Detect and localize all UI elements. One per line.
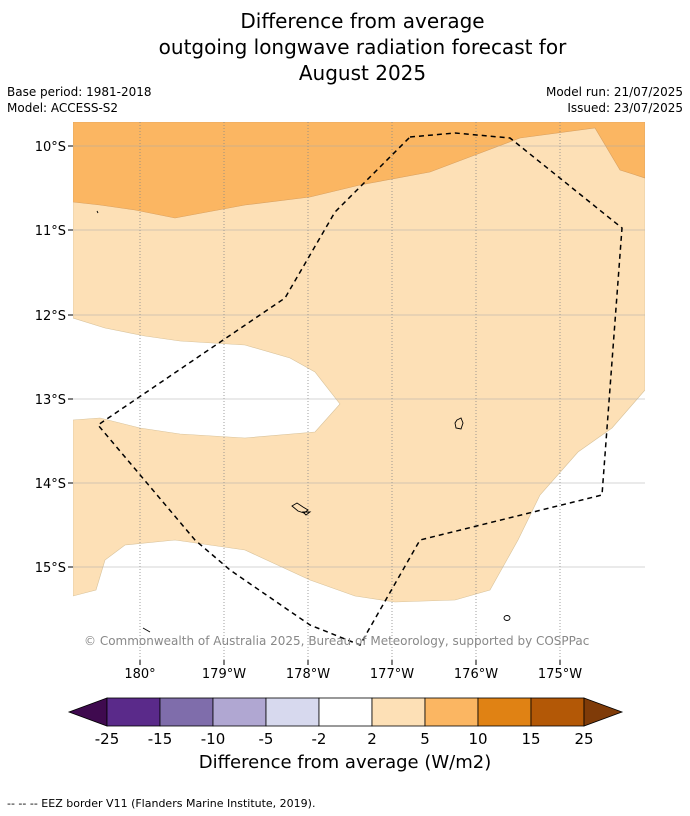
lat-label: 10°S bbox=[35, 140, 66, 155]
colorbar-swatch bbox=[212, 697, 267, 727]
lon-label: 175°W bbox=[538, 667, 582, 682]
contour-region-2-5 bbox=[73, 122, 645, 603]
island-wallis bbox=[454, 417, 464, 430]
lon-label: 176°W bbox=[454, 667, 498, 682]
island-futuna bbox=[291, 502, 309, 514]
lat-label: 11°S bbox=[35, 224, 66, 239]
colorbar-swatch bbox=[159, 697, 214, 727]
colorbar-extend-high bbox=[583, 697, 624, 727]
title-line-1: Difference from average bbox=[240, 9, 485, 33]
latitude-labels: 10°S 11°S 12°S 13°S 14°S 15°S bbox=[35, 140, 66, 576]
colorbar-tick-label: 2 bbox=[367, 730, 377, 748]
base-period: Base period: 1981-2018 bbox=[7, 85, 152, 99]
islands bbox=[96, 210, 511, 633]
model-name: Model: ACCESS-S2 bbox=[7, 101, 119, 115]
lon-label: 180° bbox=[124, 667, 155, 682]
meta-left: Base period: 1981-2018 Model: ACCESS-S2 bbox=[7, 84, 152, 116]
lat-label: 13°S bbox=[35, 393, 66, 408]
lat-label: 12°S bbox=[35, 309, 66, 324]
model-run: Model run: 21/07/2025 bbox=[545, 85, 683, 99]
colorbar-tick-label: 25 bbox=[574, 730, 593, 748]
colorbar-swatch bbox=[424, 697, 479, 727]
island-niuafoou bbox=[503, 615, 511, 621]
colorbar-swatch bbox=[371, 697, 426, 727]
title-line-3: August 2025 bbox=[298, 61, 427, 85]
colorbar-swatch bbox=[265, 697, 320, 727]
lat-label: 15°S bbox=[35, 561, 66, 576]
colorbar-swatch bbox=[477, 697, 532, 727]
colorbar-tick-label: 5 bbox=[420, 730, 430, 748]
colorbar-tick-label: -5 bbox=[259, 730, 274, 748]
colorbar-swatch bbox=[318, 697, 373, 727]
colorbar-tick-label: 10 bbox=[468, 730, 487, 748]
eez-footnote: -- -- -- EEZ border V11 (Flanders Marine… bbox=[7, 797, 316, 810]
colorbar-tick-label: -15 bbox=[148, 730, 173, 748]
colorbar-swatch bbox=[106, 697, 161, 727]
title-line-2: outgoing longwave radiation forecast for bbox=[158, 35, 567, 59]
colorbar-title: Difference from average (W/m2) bbox=[198, 752, 492, 773]
colorbar-tick-label: -25 bbox=[95, 730, 120, 748]
eez-border bbox=[96, 132, 623, 646]
parallel-gridlines bbox=[73, 145, 645, 568]
colorbar-tick-label: 15 bbox=[521, 730, 540, 748]
axis-ticks bbox=[68, 145, 561, 665]
island-reef-north bbox=[96, 210, 99, 214]
map-area: © Commonwealth of Australia 2025, Bureau… bbox=[73, 122, 645, 660]
map-title: Difference from average outgoing longwav… bbox=[0, 8, 690, 86]
colorbar-tick-label: -2 bbox=[312, 730, 327, 748]
lon-label: 179°W bbox=[202, 667, 246, 682]
lat-label: 14°S bbox=[35, 477, 66, 492]
colorbar-tick-label: -10 bbox=[201, 730, 226, 748]
island-reef-south bbox=[142, 627, 151, 633]
issued-date: Issued: 23/07/2025 bbox=[567, 101, 683, 115]
copyright-notice: © Commonwealth of Australia 2025, Bureau… bbox=[84, 634, 589, 648]
meta-right: Model run: 21/07/2025 Issued: 23/07/2025 bbox=[546, 84, 683, 116]
lon-label: 178°W bbox=[286, 667, 330, 682]
lon-label: 177°W bbox=[370, 667, 414, 682]
longitude-labels: 180° 179°W 178°W 177°W 176°W 175°W bbox=[124, 667, 582, 682]
colorbar: -25 -15 -10 -5 -2 2 5 10 15 25 bbox=[67, 697, 624, 748]
colorbar-extend-low bbox=[67, 697, 108, 727]
island-alofi bbox=[301, 511, 312, 516]
colorbar-swatch bbox=[530, 697, 585, 727]
